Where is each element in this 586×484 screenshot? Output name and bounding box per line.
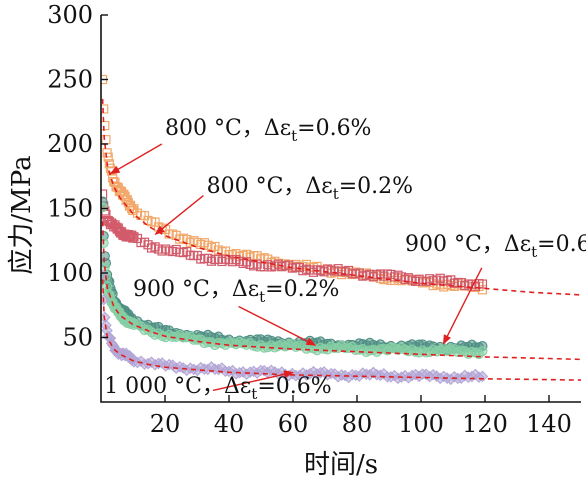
data-point <box>122 195 132 205</box>
data-point <box>477 279 488 289</box>
data-point <box>127 230 137 240</box>
fit-line-s1000_06 <box>101 279 581 381</box>
series-s800_02 <box>101 189 488 291</box>
data-layer <box>101 74 581 386</box>
x-tick-label: 140 <box>526 410 572 438</box>
annotation-arrow <box>212 370 294 392</box>
annotation-label: 900 °C，Δεt=0.2% <box>133 277 339 306</box>
y-tick-label: 200 <box>47 130 93 158</box>
annotation-label: 800 °C，Δεt=0.2% <box>207 174 413 203</box>
fit-line-s800_06 <box>101 98 581 296</box>
annotation-arrow <box>238 305 317 346</box>
annotation-arrow <box>442 267 483 345</box>
annotation-label: 1 000 °C，Δεt=0.6% <box>104 374 331 403</box>
x-tick-label: 20 <box>150 410 181 438</box>
y-tick-label: 150 <box>47 195 93 223</box>
data-point <box>103 152 113 162</box>
fit-line-s900_06 <box>101 221 581 361</box>
annotation-arrow <box>154 195 204 235</box>
data-point <box>101 135 111 145</box>
x-tick-label: 120 <box>462 410 508 438</box>
y-tick-label: 250 <box>47 66 93 94</box>
data-point <box>477 346 488 357</box>
x-tick-label: 80 <box>342 410 373 438</box>
y-tick-label: 50 <box>62 324 93 352</box>
annotations: 800 °C，Δεt=0.6% 800 °C，Δεt=0.2% 900 °C，Δεt… <box>104 116 586 403</box>
x-tick-label: 60 <box>278 410 309 438</box>
data-point <box>101 202 108 213</box>
annotation-label: 800 °C，Δεt=0.6% <box>165 116 371 145</box>
data-point <box>128 205 138 216</box>
data-point <box>101 104 109 114</box>
y-axis-title: 应力/MPa <box>7 155 37 274</box>
annotation-label: 900 °C，Δεt=0.6% <box>405 232 586 261</box>
y-tick-label: 300 <box>47 1 93 29</box>
annotation-arrow <box>109 143 163 175</box>
axes: 20 40 60 80 100 120 140 50 100 150 200 250 300 <box>47 1 581 438</box>
x-tick-label: 40 <box>214 410 245 438</box>
x-axis-title: 时间/s <box>304 450 378 480</box>
data-point <box>101 121 110 131</box>
data-point <box>476 370 489 383</box>
x-tick-label: 100 <box>398 410 444 438</box>
y-tick-label: 100 <box>47 259 93 287</box>
